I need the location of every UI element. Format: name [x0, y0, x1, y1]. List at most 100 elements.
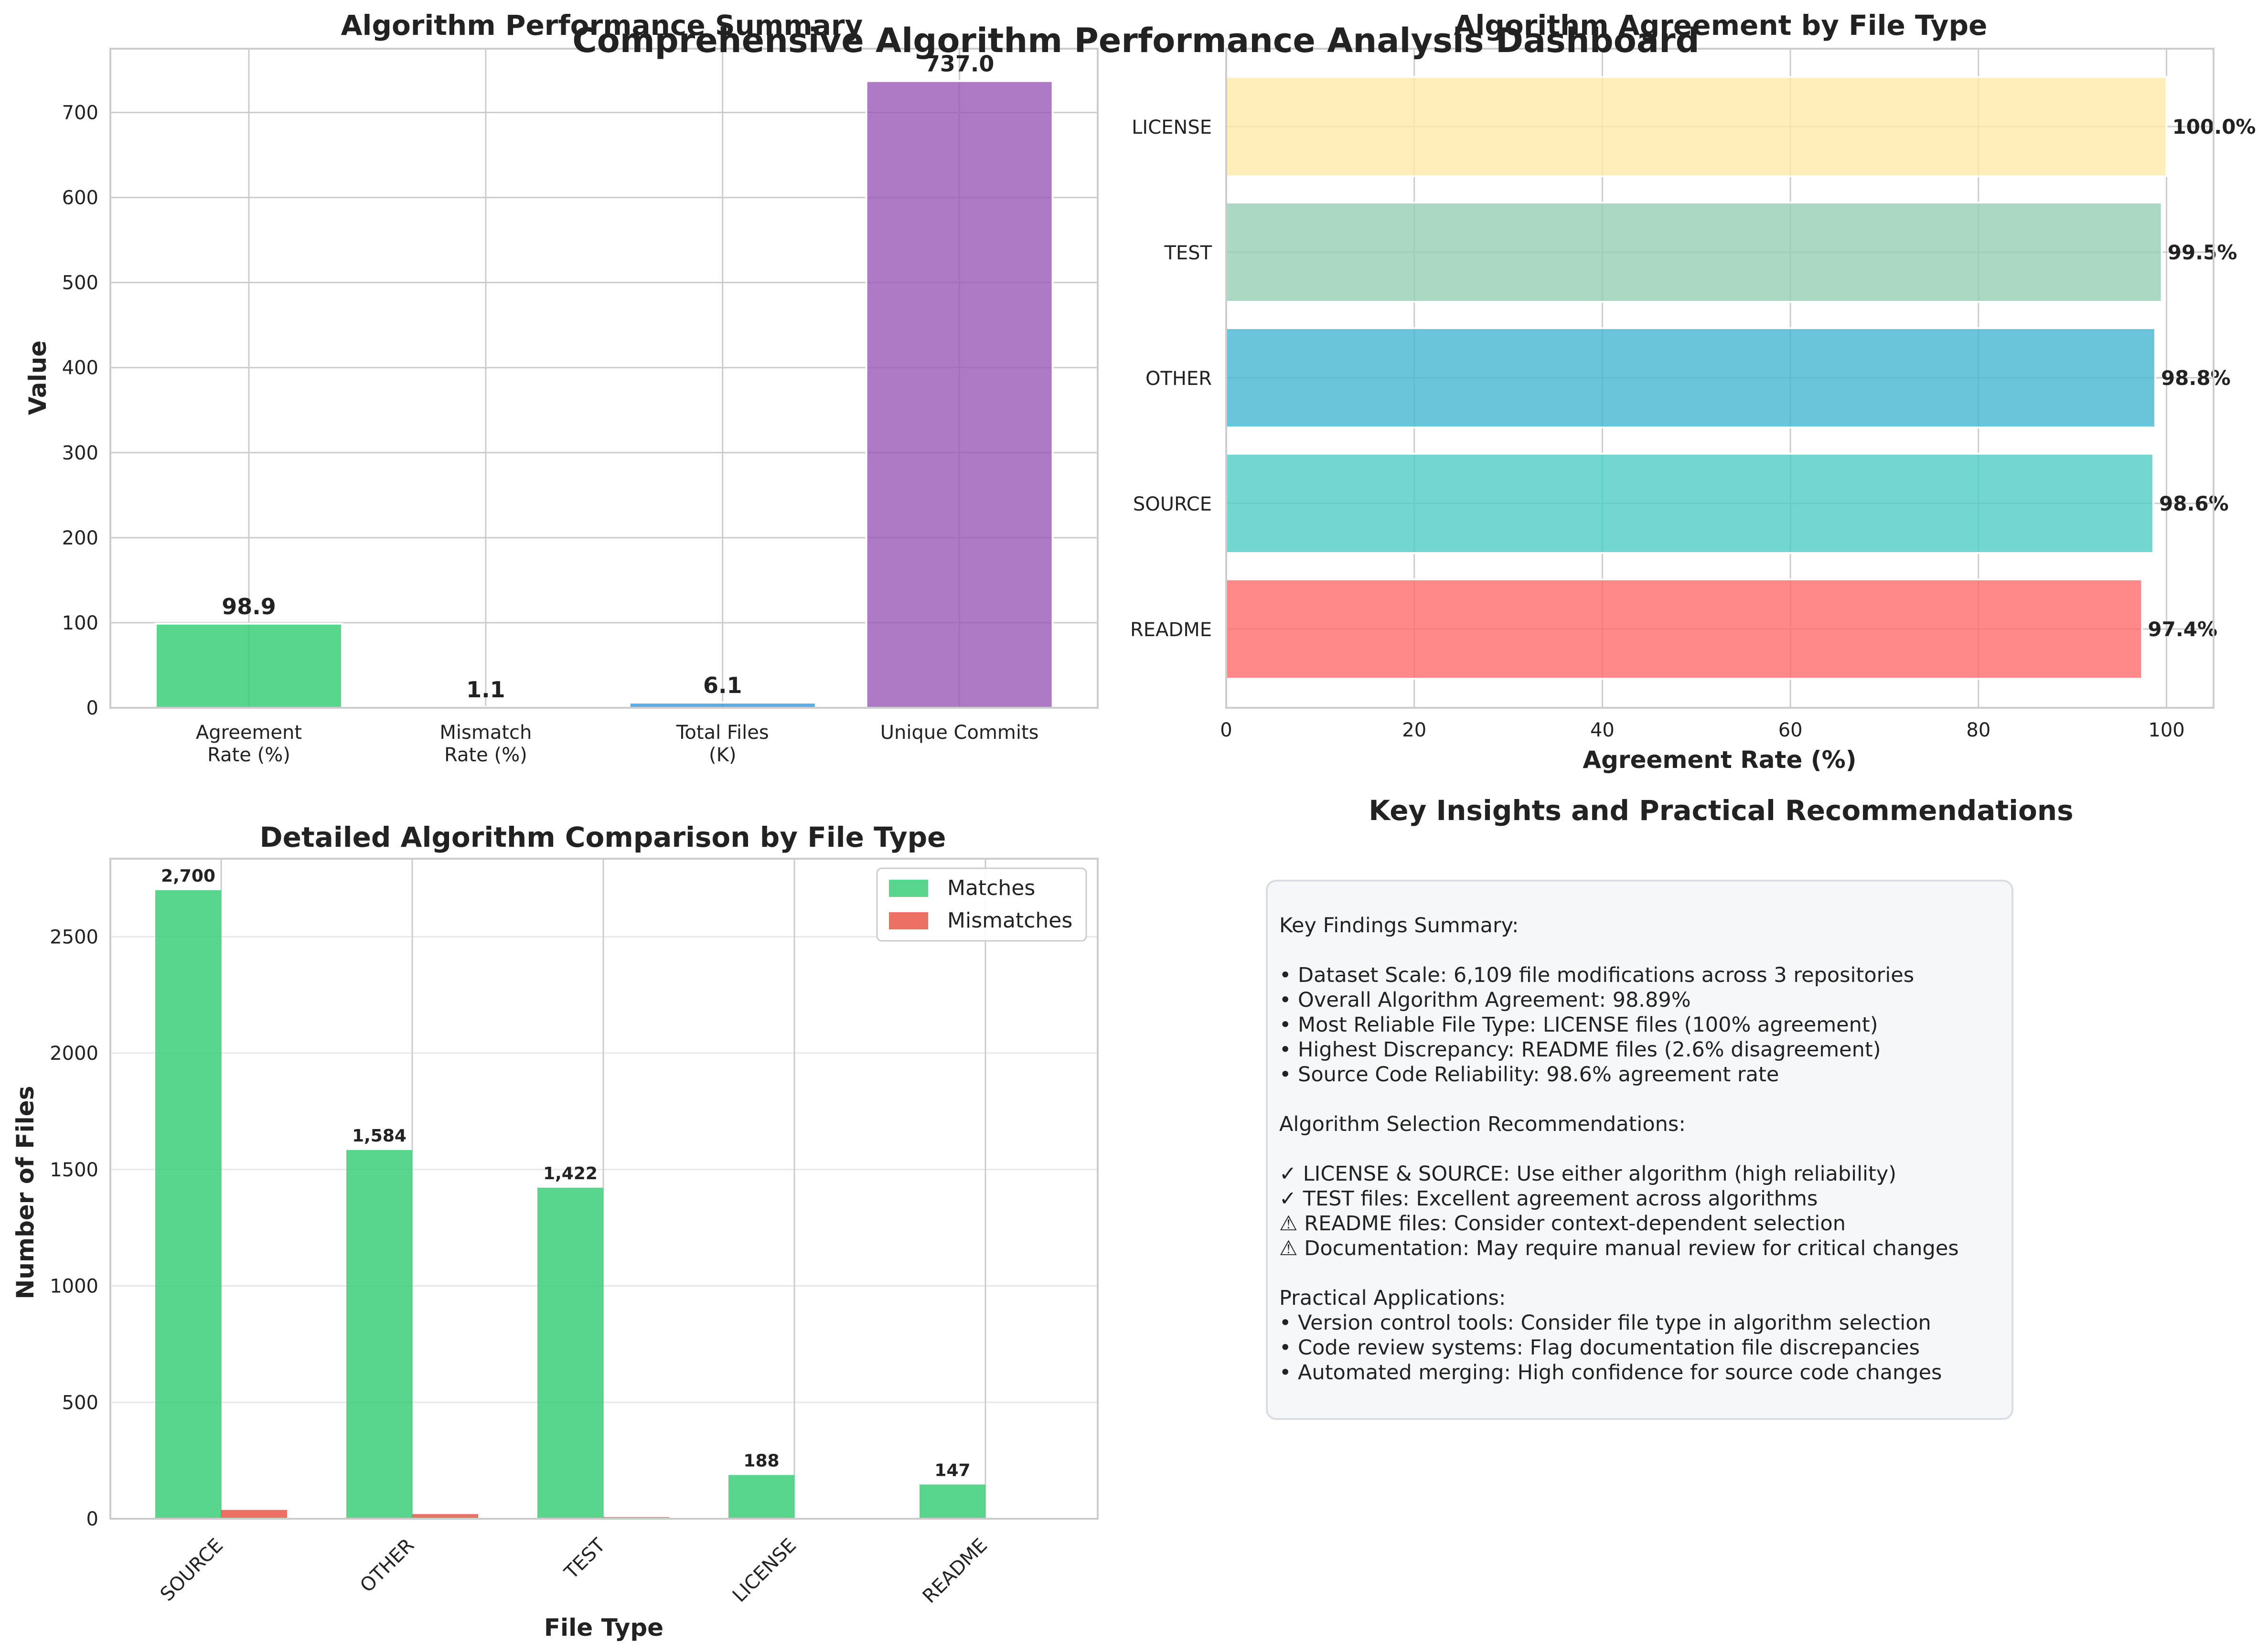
insight-line: ✓ LICENSE & SOURCE: Use either algorithm… [1279, 1162, 1897, 1186]
comparison-y-tick: 1500 [50, 1159, 98, 1181]
insight-spacer [1279, 1137, 2000, 1162]
agreement-value-label: 99.5% [2168, 241, 2237, 264]
agreement-x-tick: 60 [1778, 719, 1803, 741]
agreement-value-label: 98.8% [2161, 366, 2231, 390]
insight-line: • Version control tools: Consider file t… [1279, 1311, 1931, 1335]
summary-y-tick: 400 [62, 357, 98, 379]
insights-title: Key Insights and Practical Recommendatio… [1369, 794, 2073, 827]
matches-value-label: 188 [743, 1451, 779, 1471]
summary-y-tick: 200 [62, 527, 98, 549]
legend-label-matches: Matches [947, 876, 1035, 900]
agreement-bar [1225, 453, 2155, 554]
agreement-panel: Algorithm Agreement by File Type Agreeme… [1130, 9, 2256, 774]
agreement-category-label: LICENSE [1132, 117, 1212, 139]
matches-bar [346, 1150, 412, 1519]
summary-category-label: Total Files [676, 722, 769, 744]
matches-value-label: 147 [934, 1460, 970, 1480]
insight-spacer [1279, 938, 2000, 963]
agreement-category-label: TEST [1164, 242, 1212, 264]
summary-category-label: (K) [709, 744, 736, 766]
legend-swatch-mismatches [889, 912, 928, 929]
insight-line: Key Findings Summary: [1279, 914, 1519, 938]
summary-value-label: 6.1 [703, 672, 742, 698]
summary-category-label: Mismatch [439, 722, 532, 744]
summary-chart-title: Algorithm Performance Summary [341, 9, 863, 42]
summary-y-tick: 600 [62, 187, 98, 209]
summary-bar [865, 80, 1054, 709]
mismatches-bar [221, 1510, 287, 1519]
agreement-x-tick: 100 [2148, 719, 2184, 741]
matches-bar [728, 1475, 794, 1519]
legend-swatch-matches [889, 880, 928, 897]
summary-category-label: Agreement [196, 722, 302, 744]
comparison-plot-frame [109, 858, 1099, 1520]
matches-bar [537, 1187, 603, 1519]
comparison-category-label: OTHER [356, 1535, 418, 1597]
dashboard-suptitle: Comprehensive Algorithm Performance Anal… [572, 21, 1699, 60]
insights-box: Key Findings Summary: • Dataset Scale: 6,… [1266, 880, 2013, 1420]
comparison-category-label: LICENSE [728, 1535, 801, 1607]
insight-line: ⚠ README files: Consider context-depende… [1279, 1212, 1846, 1236]
summary-y-tick: 500 [62, 272, 98, 294]
summary-bar [155, 622, 343, 709]
agreement-chart-title: Algorithm Agreement by File Type [1454, 9, 1988, 42]
insight-line: • Overall Algorithm Agreement: 98.89% [1279, 988, 1691, 1012]
agreement-x-tick: 80 [1966, 719, 1990, 741]
insight-line: Practical Applications: [1279, 1286, 1506, 1310]
agreement-bar [1225, 202, 2163, 303]
matches-value-label: 1,584 [352, 1126, 407, 1146]
comparison-y-axis-label: Number of Files [11, 1086, 39, 1300]
summary-category-label: Rate (%) [207, 744, 290, 766]
comparison-panel: Detailed Algorithm Comparison by File Ty… [11, 821, 1099, 1641]
insight-line: • Automated merging: High confidence for… [1279, 1361, 1942, 1385]
agreement-category-label: SOURCE [1133, 493, 1212, 515]
comparison-category-label: TEST [560, 1534, 610, 1584]
summary-y-tick: 300 [62, 442, 98, 464]
comparison-category-label: README [919, 1535, 992, 1608]
comparison-chart-title: Detailed Algorithm Comparison by File Ty… [259, 821, 946, 853]
legend: Matches Mismatches [876, 867, 1087, 942]
insight-line: ⚠ Documentation: May require manual revi… [1279, 1236, 1959, 1260]
summary-y-tick: 700 [62, 102, 98, 124]
summary-category-label: Unique Commits [880, 722, 1039, 744]
summary-value-label: 1.1 [466, 677, 505, 703]
insight-line: ✓ TEST files: Excellent agreement across… [1279, 1187, 1818, 1211]
agreement-category-label: README [1130, 619, 1212, 641]
summary-y-tick: 0 [86, 697, 98, 719]
agreement-bar [1225, 327, 2156, 428]
comparison-y-tick: 2500 [50, 926, 98, 948]
comparison-y-tick: 1000 [50, 1276, 98, 1298]
matches-value-label: 2,700 [161, 866, 215, 886]
summary-category-label: Rate (%) [444, 744, 527, 766]
legend-frame [876, 867, 1087, 942]
matches-value-label: 1,422 [543, 1164, 598, 1183]
comparison-x-axis-label: File Type [544, 1614, 663, 1641]
summary-y-tick: 100 [62, 612, 98, 634]
insight-line: • Dataset Scale: 6,109 file modification… [1279, 963, 1915, 987]
mismatches-bar [412, 1514, 478, 1519]
comparison-category-label: SOURCE [156, 1535, 227, 1606]
summary-value-label: 98.9 [222, 594, 276, 619]
agreement-bar [1225, 578, 2143, 680]
insight-line: • Code review systems: Flag documentatio… [1279, 1336, 1920, 1360]
agreement-x-tick: 20 [1402, 719, 1426, 741]
insight-spacer [1279, 1261, 2000, 1286]
summary-plot-frame [109, 48, 1099, 709]
agreement-x-tick: 0 [1220, 719, 1232, 741]
agreement-category-label: OTHER [1145, 368, 1212, 390]
insight-line: • Highest Discrepancy: README files (2.6… [1279, 1038, 1881, 1062]
legend-label-mismatches: Mismatches [947, 908, 1072, 933]
summary-value-label: 737.0 [925, 51, 995, 77]
comparison-y-tick: 500 [62, 1392, 98, 1414]
agreement-bar [1225, 76, 2168, 177]
matches-bar [920, 1484, 985, 1519]
summary-panel: Algorithm Performance Summary Value 0 100… [24, 9, 1099, 766]
insight-line: • Most Reliable File Type: LICENSE files… [1279, 1013, 1878, 1037]
agreement-x-axis-label: Agreement Rate (%) [1583, 746, 1856, 774]
comparison-y-tick: 2000 [50, 1043, 98, 1065]
insight-spacer [1279, 1087, 2000, 1112]
summary-y-axis-label: Value [24, 341, 52, 415]
agreement-value-label: 97.4% [2148, 618, 2217, 641]
insight-line: • Source Code Reliability: 98.6% agreeme… [1279, 1063, 1779, 1087]
